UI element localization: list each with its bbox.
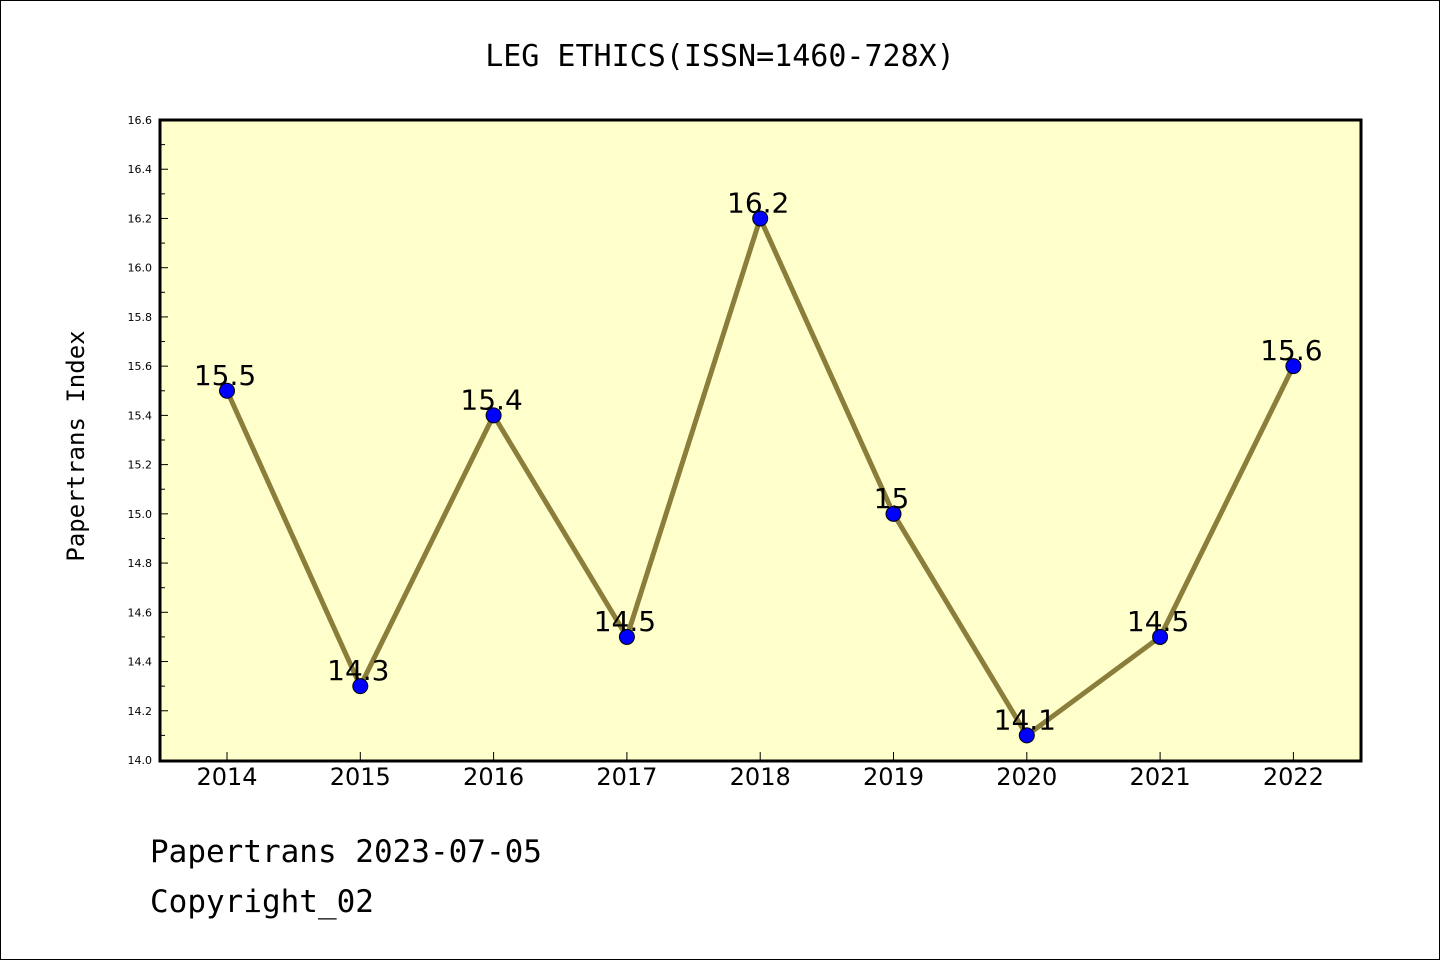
data-point (618, 628, 635, 645)
x-tick-label: 2016 (463, 763, 524, 791)
data-point (1152, 628, 1169, 645)
y-tick-label: 16.2 (128, 212, 153, 225)
x-tick-label: 2014 (196, 763, 257, 791)
data-point (219, 382, 235, 399)
y-tick-label: 15.6 (128, 360, 153, 373)
data-label: 14.5 (1127, 605, 1189, 638)
y-tick-label: 14.8 (128, 557, 153, 570)
data-point (885, 505, 902, 522)
data-label: 14.5 (594, 605, 656, 638)
y-tick-label: 15.8 (128, 311, 153, 324)
x-tick-label: 2015 (330, 763, 391, 791)
data-label: 15.6 (1260, 334, 1322, 367)
data-point (485, 407, 502, 424)
footer-copyright: Copyright_02 (150, 884, 374, 920)
y-tick-label: 16.6 (128, 114, 153, 127)
y-axis-label: Papertrans Index (62, 330, 90, 561)
x-tick-label: 2019 (863, 763, 924, 791)
x-tick-label: 2017 (596, 763, 657, 791)
x-tick-label: 2022 (1263, 763, 1324, 791)
data-point (752, 210, 769, 227)
data-labels: 15.5 14.3 15.4 14.5 16.2 15 14.1 14.5 15.6 (194, 186, 1323, 736)
y-tick-label: 14.0 (128, 754, 153, 767)
data-label: 15 (874, 482, 910, 515)
x-tick-label: 2021 (1130, 763, 1191, 791)
y-tick-label: 14.6 (128, 606, 153, 619)
plot-area (158, 118, 1363, 763)
y-tick-label: 16.0 (128, 262, 153, 275)
data-point (1285, 358, 1302, 375)
chart-title: LEG ETHICS(ISSN=1460-728X) (485, 39, 955, 74)
x-tick-label: 2020 (996, 763, 1057, 791)
data-label: 14.1 (994, 703, 1056, 736)
data-label: 16.2 (727, 186, 789, 219)
x-axis: 2014 2015 2016 2017 2018 2019 2020 2021 2022 (196, 752, 1324, 791)
y-tick-label: 14.2 (128, 705, 153, 718)
data-point (1018, 727, 1035, 744)
footer-date: Papertrans 2023-07-05 (150, 834, 542, 870)
y-axis: 14.0 14.2 14.4 14.6 14.8 15.0 15.2 15.4 15.6 15.8… (128, 114, 168, 767)
data-label: 15.5 (194, 359, 256, 392)
data-label: 14.3 (327, 654, 389, 687)
y-tick-label: 15.0 (128, 508, 153, 521)
y-tick-label: 15.4 (128, 409, 153, 422)
data-markers (219, 210, 1302, 744)
x-tick-label: 2018 (730, 763, 791, 791)
data-label: 15.4 (460, 383, 522, 416)
y-tick-label: 14.4 (128, 656, 153, 669)
data-point (352, 678, 369, 695)
y-tick-label: 16.4 (128, 163, 153, 176)
y-tick-label: 15.2 (128, 459, 153, 472)
